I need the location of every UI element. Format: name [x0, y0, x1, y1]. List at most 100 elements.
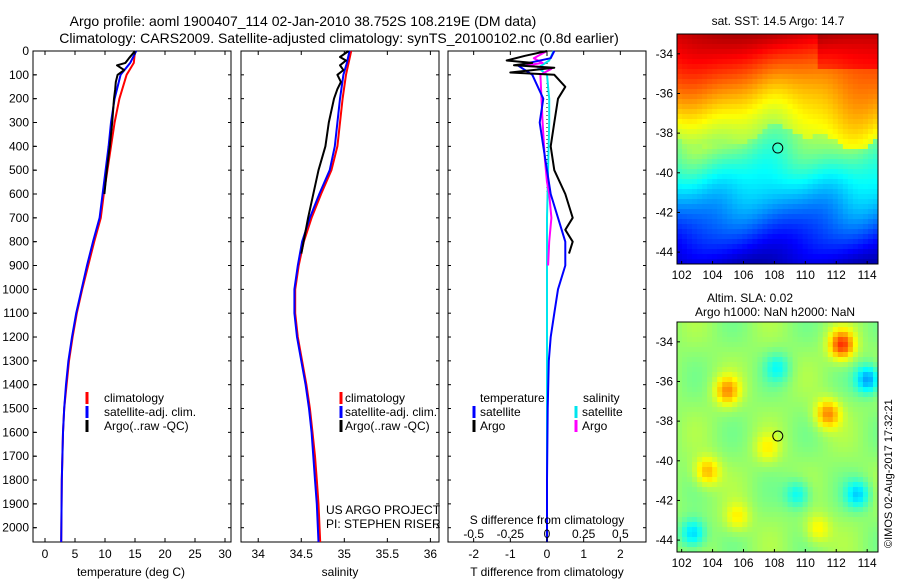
map-cell [757, 457, 763, 463]
map-cell [782, 377, 788, 383]
map-cell [762, 94, 768, 100]
map-cell [717, 224, 723, 230]
map-cell [752, 229, 758, 235]
map-cell [797, 39, 804, 45]
map-cell [822, 412, 829, 418]
map-cell [812, 134, 819, 140]
map-cell [822, 342, 829, 348]
map-cell [717, 342, 723, 348]
map-cell [852, 527, 859, 533]
map-cell [852, 239, 859, 245]
map-cell [692, 437, 698, 443]
map-cell [852, 342, 859, 348]
map-cell [792, 114, 799, 120]
map-cell [867, 59, 874, 65]
map-cell [682, 427, 688, 433]
map-cell [757, 542, 763, 548]
map-cell [752, 54, 758, 60]
map-cell [822, 367, 829, 373]
map-cell [762, 254, 768, 260]
map-cell [842, 527, 849, 533]
map-cell [807, 542, 814, 548]
map-cell [767, 417, 773, 423]
map-cell [787, 244, 793, 250]
map-cell [742, 224, 748, 230]
map-cell [707, 244, 713, 250]
map-cell [827, 432, 834, 438]
map-cell [727, 144, 733, 150]
map-cell [692, 322, 698, 328]
map-cell [782, 512, 788, 518]
map-cell [707, 342, 713, 348]
map-cell [682, 179, 688, 185]
map-cell [752, 357, 758, 363]
map-cell [857, 457, 864, 463]
map-cell [767, 99, 773, 105]
map-cell [822, 84, 829, 90]
map-cell [717, 174, 723, 180]
map-cell [767, 174, 773, 180]
map-cell [857, 387, 864, 393]
map-cell [752, 209, 758, 215]
map-cell [762, 109, 768, 115]
map-cell [837, 254, 844, 260]
map-cell [757, 507, 763, 513]
map-cell [842, 149, 849, 155]
map-cell [812, 174, 819, 180]
map-cell [742, 94, 748, 100]
pi-annotation: PI: STEPHEN RISER [326, 517, 441, 531]
map-cell [802, 34, 809, 40]
map-cell [747, 154, 753, 160]
map-cell [867, 184, 874, 190]
map-cell [857, 189, 864, 195]
map-cell [862, 442, 869, 448]
map-cell [767, 194, 773, 200]
map-cell [772, 377, 778, 383]
map-cell [792, 522, 799, 528]
map-cell [767, 209, 773, 215]
map-cell [772, 427, 778, 433]
map-cell [732, 169, 738, 175]
map-cell [837, 417, 844, 423]
map-cell [717, 114, 723, 120]
map-cell [722, 194, 728, 200]
map-cell [872, 259, 879, 265]
map-cell [772, 342, 778, 348]
map-cell [822, 224, 829, 230]
map-cell [677, 372, 683, 378]
map-cell [697, 422, 703, 428]
map-cell [697, 342, 703, 348]
map-cell [682, 144, 688, 150]
map-x-tick-label: 104 [703, 268, 723, 282]
map-cell [847, 492, 854, 498]
map-cell [787, 412, 793, 418]
map-cell [762, 432, 768, 438]
map-cell [752, 234, 758, 240]
map-cell [817, 537, 824, 543]
map-cell [772, 412, 778, 418]
map-cell [807, 492, 814, 498]
map-cell [822, 327, 829, 333]
x-tick-label: -2 [468, 547, 479, 561]
map-cell [727, 234, 733, 240]
map-cell [707, 542, 713, 548]
map-cell [697, 219, 703, 225]
map-cell [807, 124, 814, 130]
map-cell [827, 234, 834, 240]
map-cell [762, 467, 768, 473]
map-cell [787, 174, 793, 180]
map-cell [827, 362, 834, 368]
map-cell [852, 254, 859, 260]
map-cell [787, 39, 793, 45]
map-cell [802, 134, 809, 140]
map-cell [692, 412, 698, 418]
map-cell [692, 377, 698, 383]
map-cell [797, 149, 804, 155]
map-cell [847, 79, 854, 85]
map-cell [772, 124, 778, 130]
map-cell [702, 194, 708, 200]
map-cell [872, 362, 879, 368]
map-cell [787, 467, 793, 473]
map-cell [717, 482, 723, 488]
map-cell [832, 234, 839, 240]
